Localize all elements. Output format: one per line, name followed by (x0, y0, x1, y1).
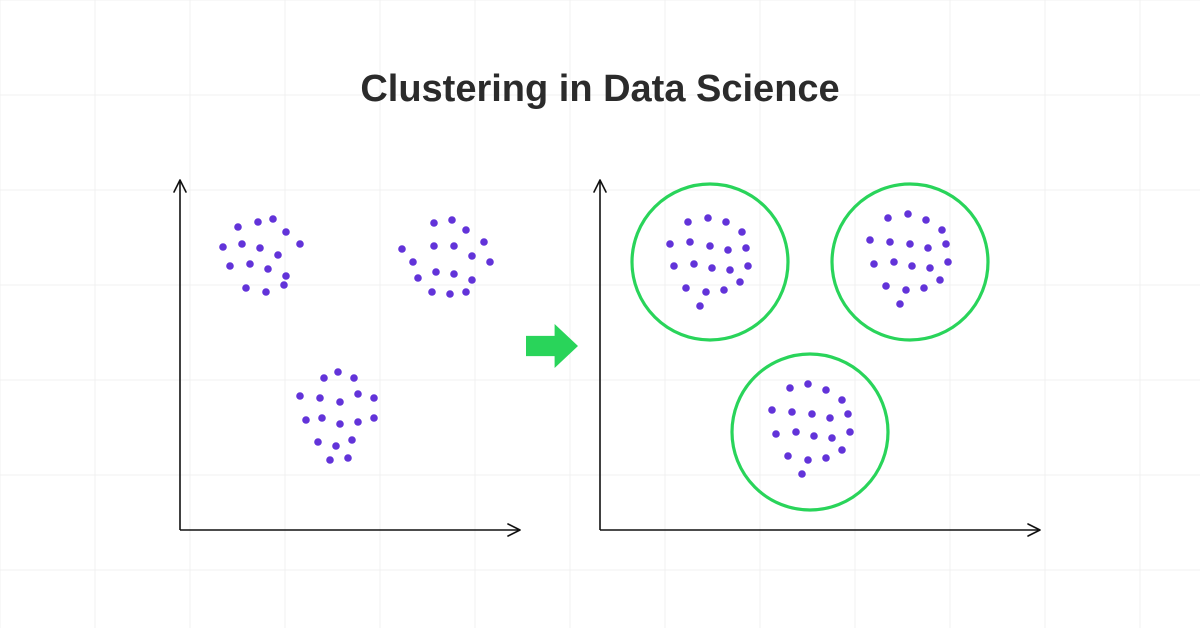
arrow-icon (526, 324, 578, 368)
left-axes (174, 180, 520, 536)
left-scatter (219, 215, 494, 464)
right-axes (594, 180, 1040, 536)
page-title: Clustering in Data Science (0, 68, 1200, 111)
right-scatter-clustered (632, 184, 988, 510)
